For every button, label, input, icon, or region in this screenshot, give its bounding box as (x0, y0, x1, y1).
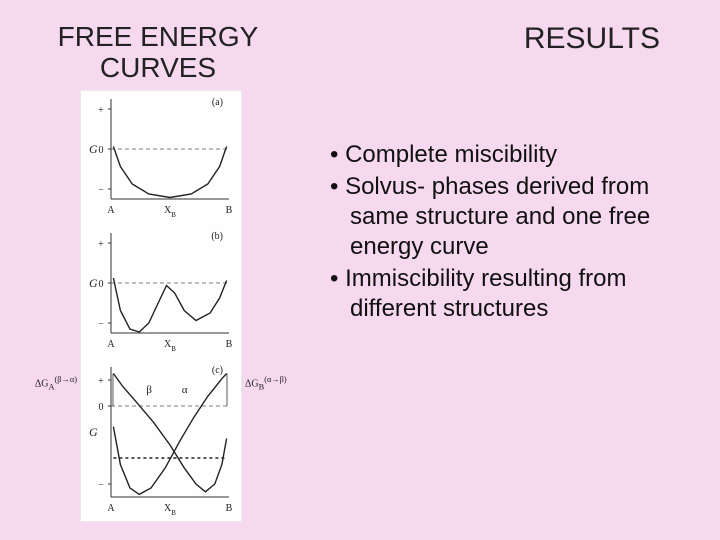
svg-text:(a): (a) (212, 97, 223, 108)
svg-text:−: − (98, 319, 104, 330)
svg-text:B: B (226, 339, 233, 350)
bullet-item: Solvus- phases derived from same structu… (330, 172, 690, 262)
svg-text:β: β (146, 384, 152, 396)
title-left: FREE ENERGY CURVES (38, 22, 278, 84)
svg-text:0: 0 (99, 402, 104, 413)
svg-text:XB: XB (164, 339, 176, 353)
results-bullets: Complete miscibility Solvus- phases deri… (330, 140, 690, 326)
svg-text:+: + (98, 105, 104, 116)
svg-text:(c): (c) (212, 365, 223, 376)
svg-text:XB: XB (164, 205, 176, 219)
svg-text:0: 0 (99, 145, 104, 156)
svg-text:G: G (89, 276, 98, 290)
svg-text:B: B (226, 205, 233, 216)
svg-text:B: B (226, 503, 233, 514)
svg-text:−: − (98, 185, 104, 196)
title-right: RESULTS (524, 22, 660, 56)
svg-text:(b): (b) (211, 231, 223, 242)
delta-g-left-label: ΔGA(β→α) (21, 375, 77, 391)
svg-text:0: 0 (99, 279, 104, 290)
figure-panel: +0 − G A B XB (a) (81, 91, 243, 221)
svg-text:α: α (182, 384, 188, 396)
figure-panel: +0 − G A B XB (c) β α (81, 359, 243, 519)
svg-text:−: − (98, 480, 104, 491)
svg-text:+: + (98, 376, 104, 387)
svg-text:+: + (98, 239, 104, 250)
figure-panel: +0 − G A B XB (b) (81, 225, 243, 355)
svg-text:A: A (107, 205, 115, 216)
bullet-item: Complete miscibility (330, 140, 690, 170)
svg-text:G: G (89, 425, 98, 439)
bullet-item: Immiscibility resulting from different s… (330, 264, 690, 324)
free-energy-figure: +0−GABXB(a)+0−GABXB(b)+0−GABXB(c)βαΔGA(β… (80, 90, 242, 522)
svg-text:A: A (107, 503, 115, 514)
svg-text:XB: XB (164, 503, 176, 517)
svg-text:G: G (89, 142, 98, 156)
svg-text:A: A (107, 339, 115, 350)
delta-g-right-label: ΔGB(α→β) (245, 375, 305, 391)
